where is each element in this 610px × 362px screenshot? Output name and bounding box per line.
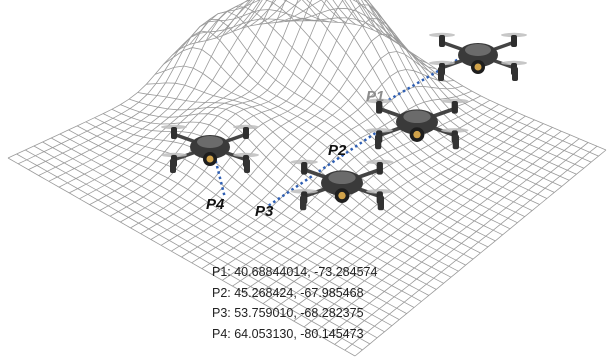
drone-icon-p2 [365,98,469,150]
coordinate-p1: P1: 40.68844014, -73.284574 [212,265,378,279]
point-label-p2: P2 [328,142,347,159]
coordinate-p4: P4: 64.053130, -80.145473 [212,326,364,341]
point-label-p4: P4 [206,196,225,213]
path-p2-p3 [267,128,381,208]
drone-icon-p4 [161,124,259,173]
coordinate-p3: P3: 53.759010, -68.282375 [212,306,364,320]
flight-paths [211,55,463,208]
point-label-p3: P3 [255,203,274,220]
drone-icon-p1 [429,32,527,81]
coordinates-list: P1: 40.68844014, -73.284574 P2: 45.26842… [212,262,472,344]
drone-icon-p3 [290,159,394,211]
point-label-p1: P1 [366,88,385,105]
path-p1-p2 [386,55,463,103]
coordinate-p2: P2: 45.268424, -67.985468 [212,285,364,300]
